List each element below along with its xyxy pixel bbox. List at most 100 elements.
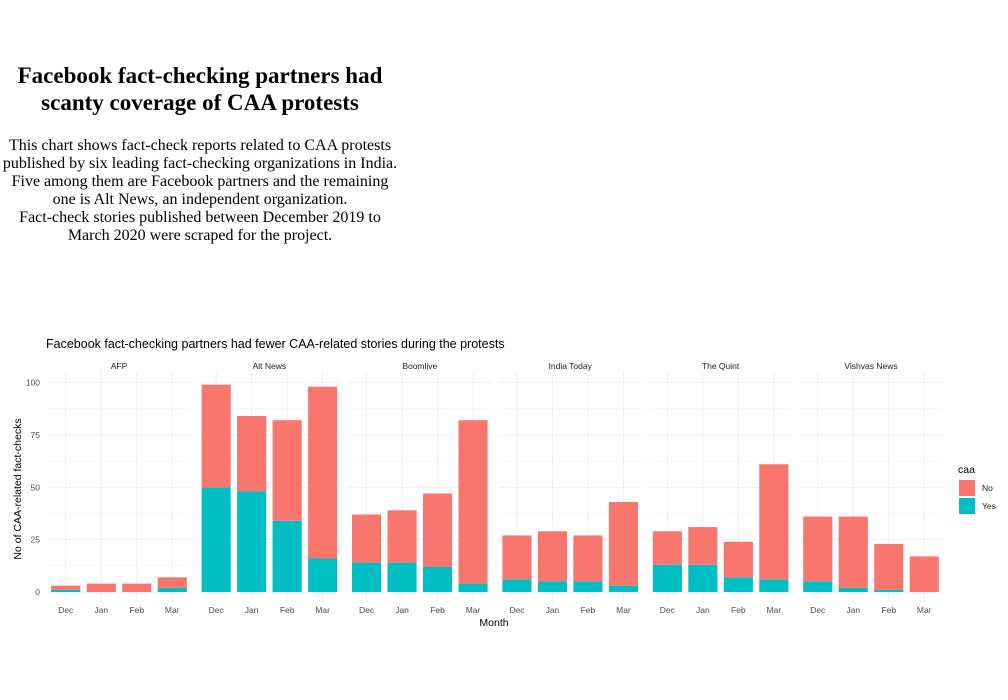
x-tick-label: Mar xyxy=(315,605,330,615)
bar-segment-yes xyxy=(387,562,417,592)
bar-segment-no xyxy=(838,516,868,588)
x-tick-label: Jan xyxy=(94,605,108,615)
description-line-2: Five among them are Facebook partners an… xyxy=(11,173,389,208)
bar-segment-yes xyxy=(688,564,718,592)
x-tick-label: Feb xyxy=(129,605,144,615)
bar-segment-no xyxy=(688,527,718,565)
bar-segment-no xyxy=(51,585,81,590)
description-line-1: This chart shows fact-check reports rela… xyxy=(2,137,398,172)
x-tick-label: Mar xyxy=(165,605,180,615)
facet-panel: Dec Jan Feb Mar Alt News xyxy=(198,361,341,615)
chart-description: This chart shows fact-check reports rela… xyxy=(0,137,400,245)
x-tick-label: Jan xyxy=(546,605,560,615)
bar-segment-yes xyxy=(351,562,382,592)
bar-segment-no xyxy=(502,535,532,580)
bar-segment-no xyxy=(537,531,568,582)
bar-segment-no xyxy=(122,583,152,592)
facet-panel: Dec Jan Feb Mar Vishvas News xyxy=(800,361,942,615)
y-tick-label: 25 xyxy=(31,535,41,545)
facet-label: The Quint xyxy=(702,361,740,371)
y-tick-label: 75 xyxy=(31,430,41,440)
legend-title: caa xyxy=(958,464,975,476)
chart-title: Facebook fact-checking partners had fewe… xyxy=(46,337,505,351)
legend: caa No Yes xyxy=(958,464,996,514)
description-line-3: Fact-check stories published between Dec… xyxy=(19,209,381,244)
bar-segment-no xyxy=(272,420,302,521)
bar-segment-yes xyxy=(51,589,81,592)
x-tick-label: Mar xyxy=(767,605,782,615)
bar-segment-yes xyxy=(573,581,603,592)
x-tick-label: Feb xyxy=(881,605,896,615)
bar-segment-no xyxy=(573,535,603,582)
facet-panel: Dec Jan Feb Mar Boomlive xyxy=(348,361,491,615)
y-tick-label: 100 xyxy=(26,378,40,388)
bar-segment-no xyxy=(874,543,904,590)
bar-segment-no xyxy=(422,493,453,567)
legend-label: Yes xyxy=(982,501,996,511)
bar-segment-yes xyxy=(201,487,231,592)
x-tick-label: Dec xyxy=(359,605,375,615)
page-headline: Facebook fact-checking partners had scan… xyxy=(17,63,383,115)
facet-label: Vishvas News xyxy=(844,361,897,371)
bar-segment-no xyxy=(759,464,789,580)
x-tick-label: Jan xyxy=(245,605,259,615)
x-tick-label: Mar xyxy=(917,605,932,615)
x-tick-label: Feb xyxy=(430,605,445,615)
bar-segment-no xyxy=(351,514,382,563)
x-tick-label: Dec xyxy=(209,605,225,615)
bar-segment-yes xyxy=(838,587,868,592)
bar-segment-no xyxy=(201,384,231,488)
bar-segment-yes xyxy=(237,491,267,592)
x-tick-label: Jan xyxy=(395,605,409,615)
facet-label: AFP xyxy=(111,361,128,371)
y-tick-label: 50 xyxy=(31,482,41,492)
bar-segment-yes xyxy=(608,585,639,592)
bar-segment-yes xyxy=(537,581,568,592)
y-axis: 0 25 50 75 100 xyxy=(26,378,40,598)
facet-panel: Dec Jan Feb Mar AFP xyxy=(48,361,190,615)
x-tick-label: Jan xyxy=(846,605,860,615)
bar-segment-no xyxy=(652,531,682,565)
x-tick-label: Dec xyxy=(58,605,74,615)
x-tick-label: Dec xyxy=(660,605,676,615)
bar-segment-yes xyxy=(502,579,532,592)
bar-segment-no xyxy=(237,416,267,492)
bar-segment-yes xyxy=(874,589,904,592)
bar-segment-no xyxy=(86,583,116,592)
bar-segment-yes xyxy=(652,564,682,592)
x-tick-label: Jan xyxy=(696,605,710,615)
bar-segment-yes xyxy=(803,581,833,592)
x-tick-label: Feb xyxy=(581,605,596,615)
x-tick-label: Dec xyxy=(509,605,525,615)
y-axis-title: No of CAA-related fact-checks xyxy=(12,418,24,559)
bar-segment-yes xyxy=(458,583,488,592)
facet-label: Alt News xyxy=(253,361,287,371)
legend-label: No xyxy=(982,483,993,493)
x-tick-label: Dec xyxy=(810,605,826,615)
legend-key-yes xyxy=(959,498,975,514)
bar-segment-no xyxy=(387,510,417,563)
x-tick-label: Feb xyxy=(731,605,746,615)
bar-segment-no xyxy=(308,386,338,559)
bar-segment-yes xyxy=(422,566,453,592)
x-tick-label: Mar xyxy=(616,605,631,615)
y-tick-label: 0 xyxy=(35,587,40,597)
facet-panel: Dec Jan Feb Mar India Today xyxy=(499,361,642,615)
bar-segment-yes xyxy=(272,520,302,592)
bar-segment-yes xyxy=(759,579,789,592)
bar-segment-no xyxy=(157,577,187,588)
x-tick-label: Feb xyxy=(280,605,295,615)
x-axis-title: Month xyxy=(479,617,508,629)
facet-panels: Dec Jan Feb Mar AFP Dec Jan Feb Mar Alt News Dec Ja… xyxy=(48,361,942,615)
bar-segment-no xyxy=(723,541,753,578)
bar-segment-yes xyxy=(308,558,338,592)
bar-segment-no xyxy=(608,501,639,586)
facet-label: India Today xyxy=(549,361,593,371)
bar-segment-no xyxy=(803,516,833,582)
bar-segment-yes xyxy=(157,587,187,592)
x-tick-label: Mar xyxy=(466,605,481,615)
bar-segment-no xyxy=(909,556,939,592)
bar-segment-yes xyxy=(723,577,753,592)
legend-key-no xyxy=(959,480,975,496)
